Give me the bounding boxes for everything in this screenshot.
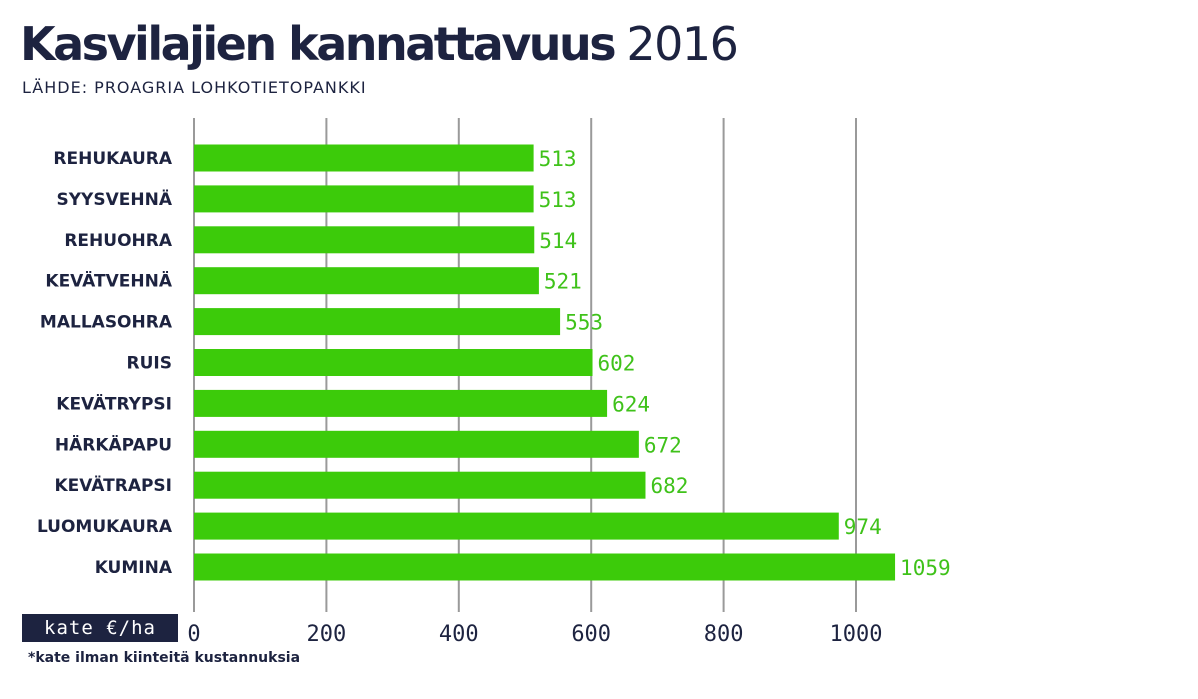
bar-kevätrypsi <box>194 389 608 417</box>
chart-source: LÄHDE: PROAGRIA LOHKOTIETOPANKKI <box>22 78 367 97</box>
value-label: 682 <box>650 474 688 498</box>
category-label: KEVÄTVEHNÄ <box>45 270 172 292</box>
value-label: 672 <box>644 433 682 457</box>
labels: 0 200 400 600 800 1000 REHUKAURA 513 SYYSVEHNÄ 51… <box>37 147 951 647</box>
bar-kevätvehnä <box>194 267 539 295</box>
value-label: 1059 <box>900 556 951 580</box>
bar-rehuohra <box>194 226 535 254</box>
x-tick-label: 0 <box>187 622 200 647</box>
bar-härkäpapu <box>194 430 639 458</box>
bars <box>194 144 896 581</box>
bar-luomukaura <box>194 512 839 540</box>
value-label: 514 <box>539 229 577 253</box>
value-label: 513 <box>539 188 577 212</box>
x-tick-label: 1000 <box>830 622 883 647</box>
footnote: *kate ilman kiinteitä kustannuksia <box>28 650 301 666</box>
x-tick-label: 200 <box>307 622 347 647</box>
bar-kevätrapsi <box>194 471 646 499</box>
category-label: LUOMUKAURA <box>37 517 173 537</box>
value-label: 521 <box>544 270 582 294</box>
category-label: MALLASOHRA <box>40 313 173 333</box>
category-label: REHUOHRA <box>64 231 173 251</box>
category-label: KUMINA <box>95 558 173 578</box>
category-label: SYYSVEHNÄ <box>57 188 173 210</box>
x-tick-label: 600 <box>571 622 611 647</box>
x-tick-label: 400 <box>439 622 479 647</box>
bar-mallasohra <box>194 308 561 336</box>
category-label: REHUKAURA <box>53 149 172 169</box>
chart-title: Kasvilajien kannattavuus 2016 <box>20 14 739 74</box>
bar-rehukaura <box>194 144 534 172</box>
unit-label: kate €/ha <box>22 614 178 642</box>
x-tick-label: 800 <box>704 622 744 647</box>
category-label: HÄRKÄPAPU <box>55 433 172 455</box>
value-label: 553 <box>565 311 603 335</box>
value-label: 513 <box>539 147 577 171</box>
category-label: RUIS <box>127 354 172 374</box>
value-label: 602 <box>598 352 636 376</box>
chart-title-year: 2016 <box>626 17 739 71</box>
chart-title-main: Kasvilajien kannattavuus <box>20 17 617 71</box>
bar-syysvehnä <box>194 185 534 213</box>
category-label: KEVÄTRAPSI <box>55 474 173 496</box>
category-label: KEVÄTRYPSI <box>56 392 172 414</box>
bar-kumina <box>194 553 896 581</box>
value-label: 624 <box>612 392 650 416</box>
bar-ruis <box>194 349 593 376</box>
value-label: 974 <box>844 515 882 539</box>
